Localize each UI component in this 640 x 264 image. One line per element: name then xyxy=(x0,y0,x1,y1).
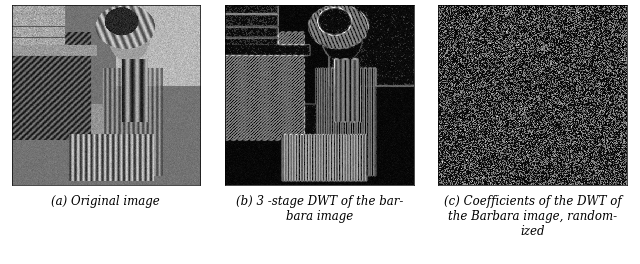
Text: (b) 3 -stage DWT of the bar-
bara image: (b) 3 -stage DWT of the bar- bara image xyxy=(236,195,403,223)
Text: (c) Coefficients of the DWT of
the Barbara image, random-
ized: (c) Coefficients of the DWT of the Barba… xyxy=(444,195,621,238)
Text: (a) Original image: (a) Original image xyxy=(51,195,160,208)
